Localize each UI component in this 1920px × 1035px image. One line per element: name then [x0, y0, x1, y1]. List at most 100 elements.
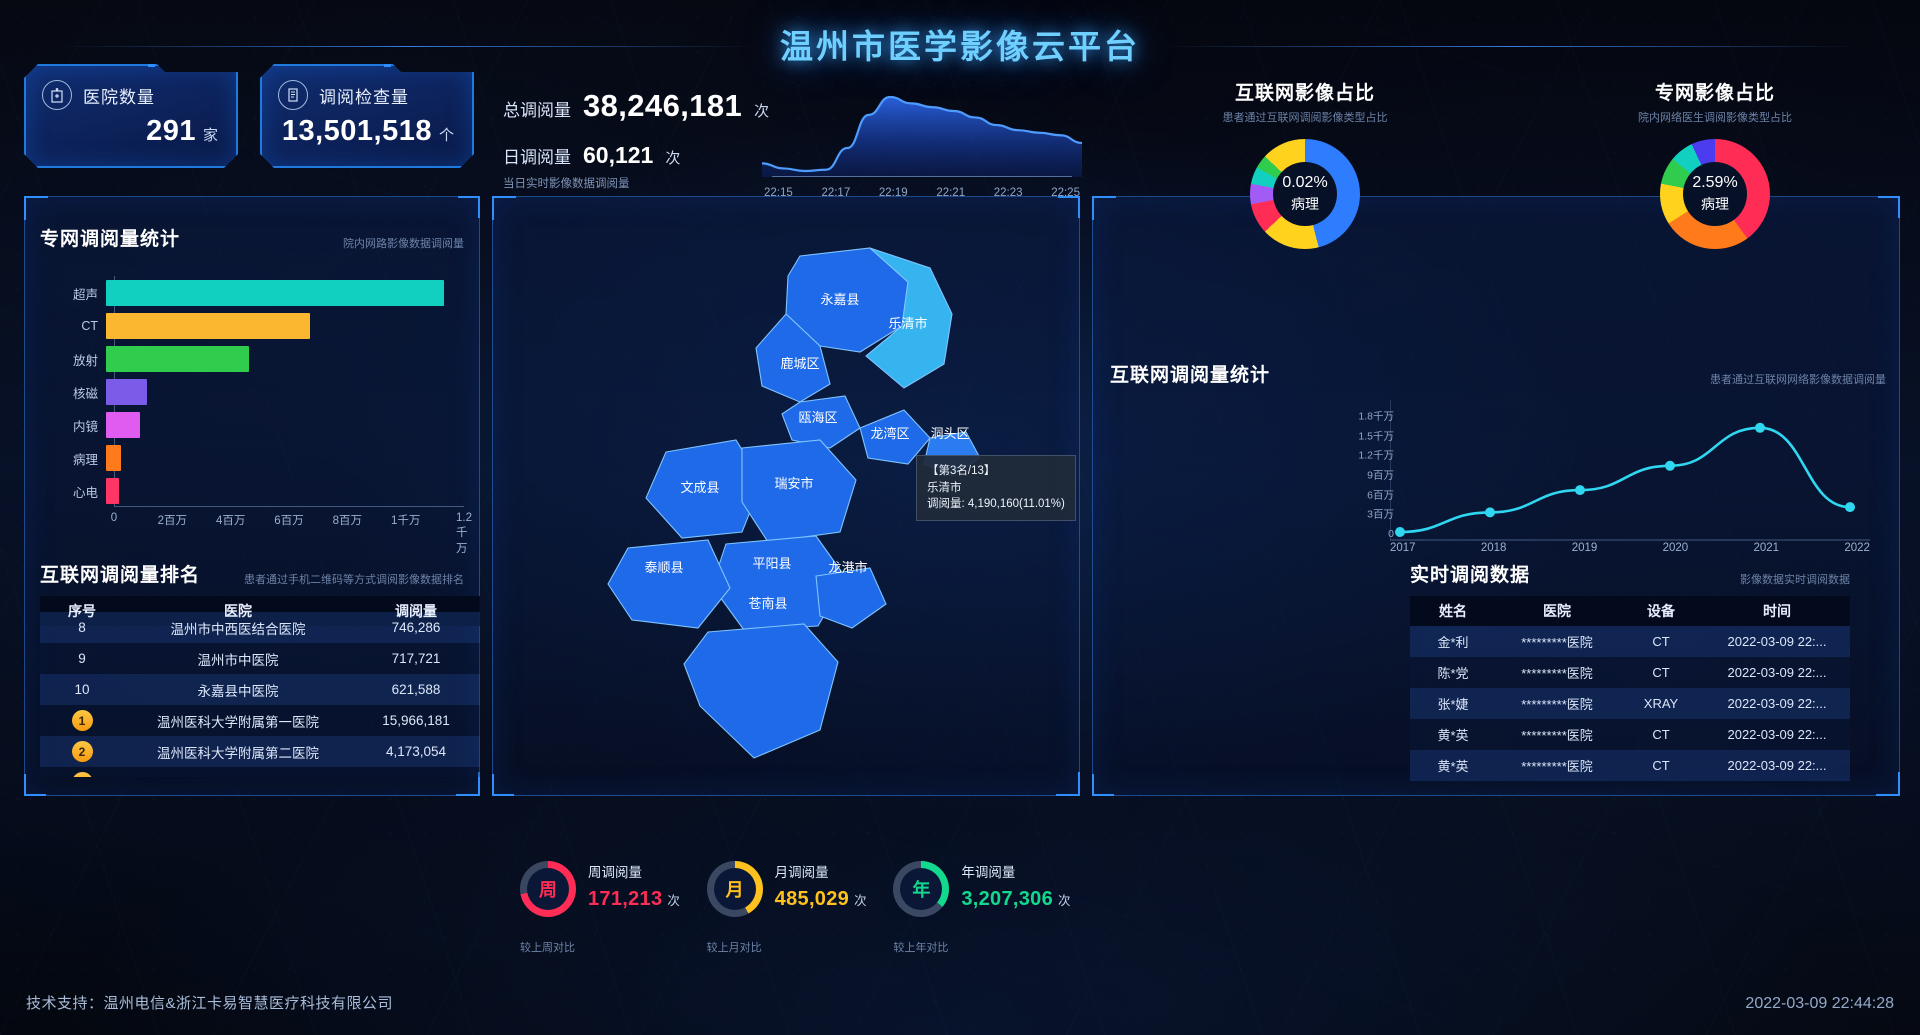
table-row[interactable]: 10 永嘉县中医院 621,588: [40, 674, 480, 705]
line-data-point[interactable]: [1755, 422, 1765, 433]
hospital-cell: 温州医科大学附属第二医院: [157, 745, 319, 761]
line-data-point[interactable]: [1665, 460, 1675, 471]
donut-chart[interactable]: 0.02% 病理: [1250, 139, 1360, 249]
donut-center-label: 病理: [1291, 196, 1319, 212]
donut-title: 互联网影像占比: [1234, 83, 1375, 104]
line-y-tick: 1.2千万: [1358, 449, 1394, 462]
line-y-tick: 1.5千万: [1358, 430, 1394, 443]
kpi-label: 医院数量: [83, 87, 155, 107]
table-row[interactable]: 陈*党 *********医院 CT 2022-03-09 22:...: [1410, 657, 1850, 688]
bar-panel-head: 专网调阅量统计 院内网路影像数据调阅量: [40, 224, 464, 251]
table-row[interactable]: 3 乐清市人民医院2,631,589: [40, 767, 480, 777]
line-x-tick: 2017: [1390, 542, 1416, 554]
gauge-月: 月 月调阅量 485,029 次较上月对比: [706, 855, 894, 965]
map-label-taishun: 泰顺县: [644, 560, 683, 575]
map-svg[interactable]: 永嘉县 乐清市 鹿城区 瓯海区 龙湾区 洞头区 文成县 瑞安市 平阳县 龙港市 …: [500, 196, 1075, 796]
col-count: 调阅量: [395, 603, 437, 619]
line-data-point[interactable]: [1845, 502, 1855, 513]
gauge-unit: 次: [667, 894, 680, 908]
medal-badge: 2: [71, 741, 93, 762]
donut-chart[interactable]: 2.59% 病理: [1660, 139, 1770, 249]
time-cell: 2022-03-09 22:...: [1727, 758, 1827, 773]
table-row[interactable]: 张*婕 *********医院 XRAY 2022-03-09 22:...: [1410, 688, 1850, 719]
gauge-value: 3,207,306: [961, 888, 1054, 910]
sparkline-chart: 22:15 22:17 22:19 22:21 22:23 22:25: [761, 85, 1083, 205]
rank-table[interactable]: 序号 医院 调阅量 8 温州市中西医结合医院 746,286 9 温州市中医院 717,7…: [40, 596, 480, 777]
bar-segment[interactable]: [106, 412, 140, 438]
device-cell: XRAY: [1643, 696, 1679, 711]
table-row[interactable]: 9 温州市中医院 717,721: [40, 643, 480, 674]
map-region-longwan[interactable]: [859, 409, 931, 465]
footer-support-text: 技术支持：温州电信&浙江卡易智慧医疗科技有限公司: [26, 995, 394, 1012]
line-y-ticks: 0 3百万 6百万 9百万 1.2千万 1.5千万 1.8千万: [1354, 392, 1394, 542]
col-rank: 序号: [68, 603, 96, 619]
table-row[interactable]: 金*利 *********医院 CT 2022-03-09 22:...: [1410, 626, 1850, 657]
wenzhou-map[interactable]: 永嘉县 乐清市 鹿城区 瓯海区 龙湾区 洞头区 文成县 瑞安市 平阳县 龙港市 …: [500, 196, 1075, 796]
hospital-cell: 温州医科大学附属第一医院: [157, 714, 319, 730]
bar-segment[interactable]: [106, 478, 119, 504]
map-region-longgang[interactable]: [815, 567, 887, 629]
name-cell: 金*利: [1437, 635, 1469, 650]
hospital-cell: *********医院: [1521, 728, 1593, 743]
bar-panel-note: 院内网路影像数据调阅量: [343, 238, 464, 250]
totals-block: 总调阅量 38,246,181 次 日调阅量 60,121 次 当日实时影像数据…: [503, 88, 769, 191]
bar-x-tick: 1千万: [390, 515, 421, 527]
hospital-cell: *********医院: [1521, 759, 1593, 774]
gauge-text: 月调阅量 485,029 次: [775, 855, 867, 911]
kpi-card-hospitals: 医院数量 291 家: [24, 64, 238, 168]
bar-category-label: 放射: [72, 353, 98, 368]
frame-corner: [492, 774, 514, 796]
right-panel: [1092, 196, 1900, 796]
map-region-taishun[interactable]: [607, 539, 731, 629]
table-row[interactable]: 2 温州医科大学附属第二医院 4,173,054: [40, 736, 480, 767]
frame-corner: [24, 774, 46, 796]
col-hospital: 医院: [224, 603, 252, 619]
bar-segment[interactable]: [106, 445, 121, 471]
bar-row: 超声: [64, 280, 464, 306]
device-cell: CT: [1652, 727, 1670, 742]
line-y-tick: 0: [1388, 528, 1394, 540]
count-cell: 621,588: [391, 682, 441, 697]
table-row[interactable]: 黄*英 *********医院 CT 2022-03-09 22:...: [1410, 750, 1850, 781]
daily-value: 60,121: [583, 142, 654, 168]
line-data-point[interactable]: [1575, 485, 1585, 496]
line-data-point[interactable]: [1395, 527, 1405, 537]
table-row[interactable]: 黄*英 *********医院 CT 2022-03-09 22:...: [1410, 719, 1850, 750]
bar-segment[interactable]: [106, 346, 249, 372]
gauge-text: 年调阅量 3,207,306 次: [961, 855, 1070, 911]
donut-section: 互联网影像占比 患者通过互联网调阅影像类型占比 0.02% 病理 专网影像占比 …: [1100, 78, 1920, 278]
map-region-yueqing[interactable]: [865, 247, 953, 389]
map-region-ouhai[interactable]: [781, 395, 861, 449]
gauge-label: 月调阅量: [774, 865, 829, 880]
specialty-bar-chart: 超声 CT 放射 核磁 内镜 病理 心电 0 2百万 4百万 6百万 8百万 1千万 1.2千万: [64, 276, 472, 555]
gauge-hole: [527, 868, 569, 910]
table-row[interactable]: 1 温州医科大学附属第一医院 15,966,181: [40, 705, 480, 736]
bar-segment[interactable]: [106, 313, 311, 339]
bar-category-label: 病理: [72, 452, 98, 467]
hospital-cell: 温州市中医院: [197, 652, 279, 668]
line-data-point[interactable]: [1485, 507, 1495, 518]
kpi-card-exams: 调阅检查量 13,501,518 个: [260, 64, 474, 168]
rank-panel-title: 互联网调阅量排名: [40, 565, 201, 586]
map-label-longgang: 龙港市: [828, 560, 867, 575]
gauge-label: 周调阅量: [588, 865, 642, 880]
map-region-ruian[interactable]: [741, 439, 857, 543]
kpi-label: 调阅检查量: [319, 87, 409, 107]
line-x-tick: 2020: [1662, 542, 1689, 554]
map-region-wencheng[interactable]: [645, 439, 763, 539]
realtime-panel-head: 实时调阅数据 影像数据实时调阅数据: [1410, 560, 1850, 587]
bar-segment[interactable]: [106, 379, 147, 405]
gauge-text: 周调阅量 171,213 次: [588, 855, 680, 911]
map-label-dongtou: 洞头区: [930, 426, 969, 441]
hospital-cell: 温州市中西医结合医院: [170, 621, 306, 637]
map-label-yongjia: 永嘉县: [820, 292, 859, 307]
bar-x-axis: [114, 506, 464, 507]
bar-x-tick: 6百万: [274, 515, 304, 527]
gauge-compare: 较上月对比: [706, 942, 762, 954]
bar-segment[interactable]: [106, 280, 445, 306]
realtime-table[interactable]: 姓名 医院 设备 时间 金*利 *********医院 CT 2022-03-09 2…: [1410, 596, 1850, 781]
table-row[interactable]: 8 温州市中西医结合医院 746,286: [40, 612, 480, 643]
medal-badge: 1: [71, 710, 93, 731]
frame-corner: [1058, 196, 1080, 218]
map-region-cangnan[interactable]: [683, 623, 839, 759]
